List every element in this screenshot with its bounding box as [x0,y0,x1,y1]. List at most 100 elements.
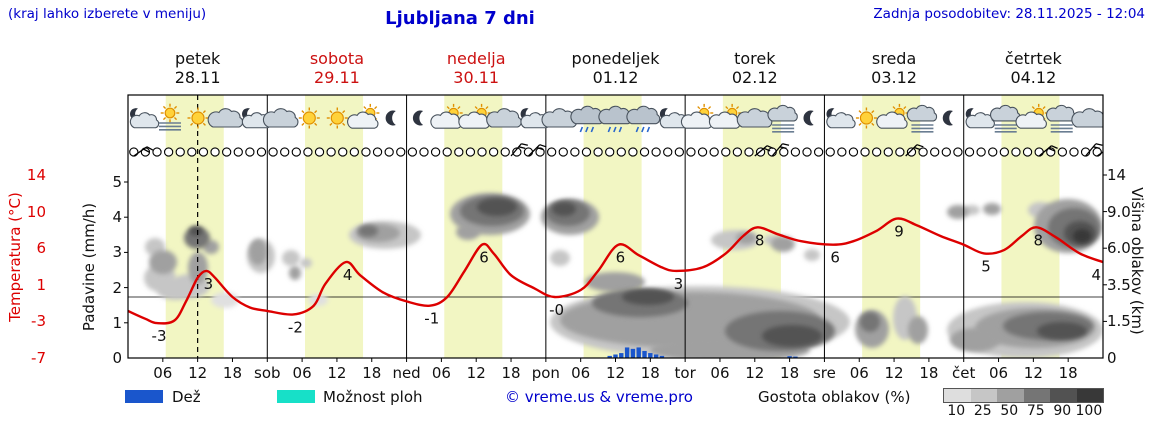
temperature-curve [128,217,1103,325]
temp-label: 8 [1033,231,1043,249]
calm-wind-icon [976,147,986,157]
moon-icon [803,110,814,126]
density-seg-25 [970,389,997,402]
x-axis: 06 12 18 sob 06 12 18 ned 06 12 18 pon 06 12 18 tor 06 12… [124,174,1107,382]
calm-wind-icon [1069,147,1079,157]
calm-wind-icon [187,147,197,157]
x-tick-label: 06 [432,364,451,382]
calm-wind-icon [152,147,162,157]
temp-label: 5 [981,257,991,275]
moon-icon [412,110,424,126]
temp-tick-14: 14 [26,166,46,184]
cloud-fog-icon [1047,105,1076,133]
calm-wind-icon [964,147,975,157]
temp-label: 6 [479,249,489,267]
x-tick-label: 12 [467,364,486,382]
density-tick-25: 25 [973,403,992,419]
density-tick-10: 10 [947,403,966,419]
precip-tick-0: 0 [112,349,122,367]
plot-area: -3 3 -2 4 -1 6 -0 6 3 8 6 9 5 8 4 [128,95,1103,358]
calm-wind-icon [314,147,325,157]
calm-wind-icon [477,147,487,157]
precip-tick-4: 4 [112,208,122,227]
cloud-fog-icon [991,105,1020,133]
temp-label: 6 [616,249,626,267]
day-name-sobota: sobota [309,49,364,68]
wind-barb-icon [527,144,547,157]
calm-wind-icon [245,147,255,157]
sun-cloud-icon [1016,103,1048,128]
day-name-sreda: sreda [871,49,917,68]
sun-icon [855,107,877,129]
cloud-tick-0: 0 [1107,349,1117,367]
calm-wind-icon [396,147,406,157]
x-tick-label: 18 [641,364,660,382]
calm-wind-icon [268,147,278,157]
calm-wind-icon [547,147,557,157]
calm-wind-icon [663,147,673,157]
calm-wind-icon [303,147,313,157]
calm-wind-icon [988,147,998,157]
calm-wind-icon [558,147,568,157]
calm-wind-icon [419,147,429,157]
cloud-icon [263,109,297,127]
x-tick-label: 06 [571,364,590,382]
calm-wind-icon [430,147,441,157]
x-tick-label: 06 [989,364,1008,382]
density-seg-75 [1023,389,1050,402]
x-tick-label: ned [392,364,420,382]
location-hint: (kraj lahko izberete v meniju) [8,6,207,22]
weather-icons [130,103,1103,133]
day-date-torek: 02.12 [731,68,778,87]
x-tick-label: sob [254,364,281,382]
wind-barb-icon [1038,145,1058,157]
sun-cloud-icon [877,103,909,128]
calm-wind-icon [802,147,812,157]
moon-icon [942,110,953,126]
density-seg-50 [997,389,1024,402]
calm-wind-icon [651,147,661,157]
calm-wind-icon [628,147,638,157]
calm-wind-icon [407,147,418,157]
moon-cloud-icon [966,108,995,128]
cloud-fog-icon [768,105,797,133]
day-date-četrtek: 04.12 [1010,68,1057,87]
calm-wind-icon [883,147,893,157]
calm-wind-icon [872,147,882,157]
wind-barb-icon [1085,143,1103,157]
wind-barb-icon [905,144,924,157]
calm-wind-icon [1011,147,1021,157]
calm-wind-icon [291,147,301,157]
day-date-sobota: 29.11 [314,68,360,87]
x-tick-label: sre [813,364,836,382]
calm-wind-icon [593,147,603,157]
calm-wind-icon [639,147,650,157]
calm-wind-icon [918,147,928,157]
day-boundary-lines [266,95,965,358]
calm-wind-icon [848,147,859,157]
density-seg-100 [1076,389,1103,402]
calm-wind-icon [744,147,754,157]
day-name-nedelja: nedelja [446,49,506,68]
density-tick-100: 100 [1075,403,1103,419]
cloud-tick-1.5: 1.5 [1107,312,1131,331]
showers-legend-label: Možnost ploh [323,388,423,406]
calm-wind-icon [953,147,963,157]
credit-link[interactable]: © vreme.us & vreme.pro [505,388,693,406]
calm-wind-icon [581,147,592,157]
calm-wind-icon [384,147,394,157]
calm-wind-icon [280,147,290,157]
calm-wind-icon [361,147,371,157]
sun-cloud-icon [459,103,491,128]
x-tick-label: 12 [606,364,625,382]
sun-icon [187,107,209,129]
calm-wind-icon [860,147,870,157]
x-tick-label: 12 [885,364,904,382]
temp-label: 3 [674,275,684,293]
cloud-density-scale [943,388,1104,403]
moon-cloud-icon [130,108,159,128]
moon-icon [385,110,396,126]
x-tick-label: 18 [501,364,520,382]
x-tick-label: 12 [1024,364,1043,382]
